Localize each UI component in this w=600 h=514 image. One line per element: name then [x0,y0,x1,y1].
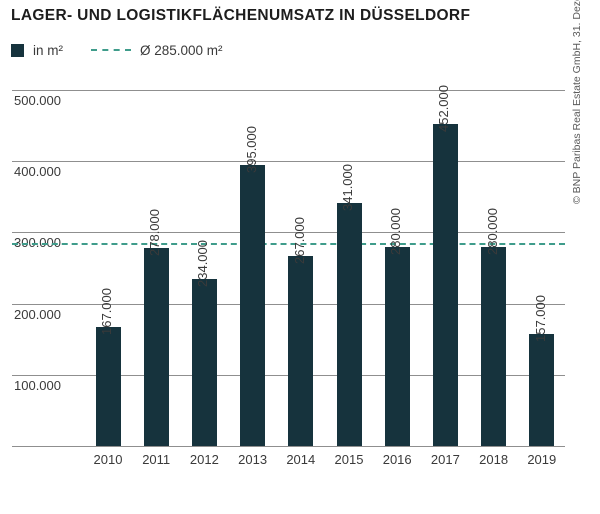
bar-value-label: 395.000 [243,125,259,173]
bar[interactable] [240,164,266,446]
x-axis-tick-label: 2013 [238,452,268,467]
page-title: LAGER- UND LOGISTIKFLÄCHENUMSATZ IN DÜSS… [11,7,471,24]
y-axis-tick-label: 400.000 [14,164,61,180]
bar-value-label: 452.000 [436,85,452,133]
chart-legend: in m² Ø 285.000 m² [11,41,223,59]
gridline [12,232,565,234]
bar[interactable] [288,255,314,446]
legend-entry-average: Ø 285.000 m² [91,43,223,58]
x-axis-tick-label: 2012 [189,452,219,467]
copyright-credit: © BNP Paribas Real Estate GmbH, 31. Deze… [571,0,583,204]
y-axis-tick-label: 500.000 [14,93,61,108]
bar-value-label: 280.000 [484,207,500,255]
legend-label-series: in m² [33,42,63,58]
bar[interactable] [143,248,169,446]
x-axis-line [12,446,565,447]
bar[interactable] [191,279,217,446]
x-axis-tick-label: 2010 [93,452,123,467]
bar-value-label: 157.000 [532,295,548,343]
bar-value-label: 341.000 [340,164,355,212]
x-axis-tick-label: 2018 [479,452,509,467]
bar-value-label: 280.000 [388,207,404,255]
bar[interactable] [481,246,507,446]
y-axis-tick-label: 100.000 [14,377,61,393]
x-axis-tick-label: 2017 [430,452,460,467]
legend-label-average: Ø 285.000 m² [140,42,223,58]
bar-value-label: 278.000 [147,209,163,257]
y-axis-tick-label: 300.000 [14,235,61,251]
bar[interactable] [95,327,121,446]
bar[interactable] [529,334,555,446]
bar-value-label: 167.000 [99,288,114,336]
bar[interactable] [384,246,410,446]
bar[interactable] [336,203,362,446]
legend-dashed-line-icon [91,49,131,51]
x-axis-tick-label: 2015 [334,452,364,467]
legend-swatch-icon [11,43,24,57]
gridline [12,90,565,91]
x-axis-tick-label: 2014 [286,452,316,467]
average-reference-line [12,243,565,246]
x-axis-tick-label: 2011 [142,452,171,467]
bar-value-label: 267.000 [291,216,307,264]
bar[interactable] [432,124,458,446]
x-axis-tick-label: 2019 [527,452,557,467]
bar-value-label: 234.000 [195,240,211,288]
y-axis-tick-label: 200.000 [14,306,61,322]
x-axis-tick-label: 2016 [382,452,412,467]
legend-entry-series: in m² [11,43,63,58]
gridline [12,161,565,163]
